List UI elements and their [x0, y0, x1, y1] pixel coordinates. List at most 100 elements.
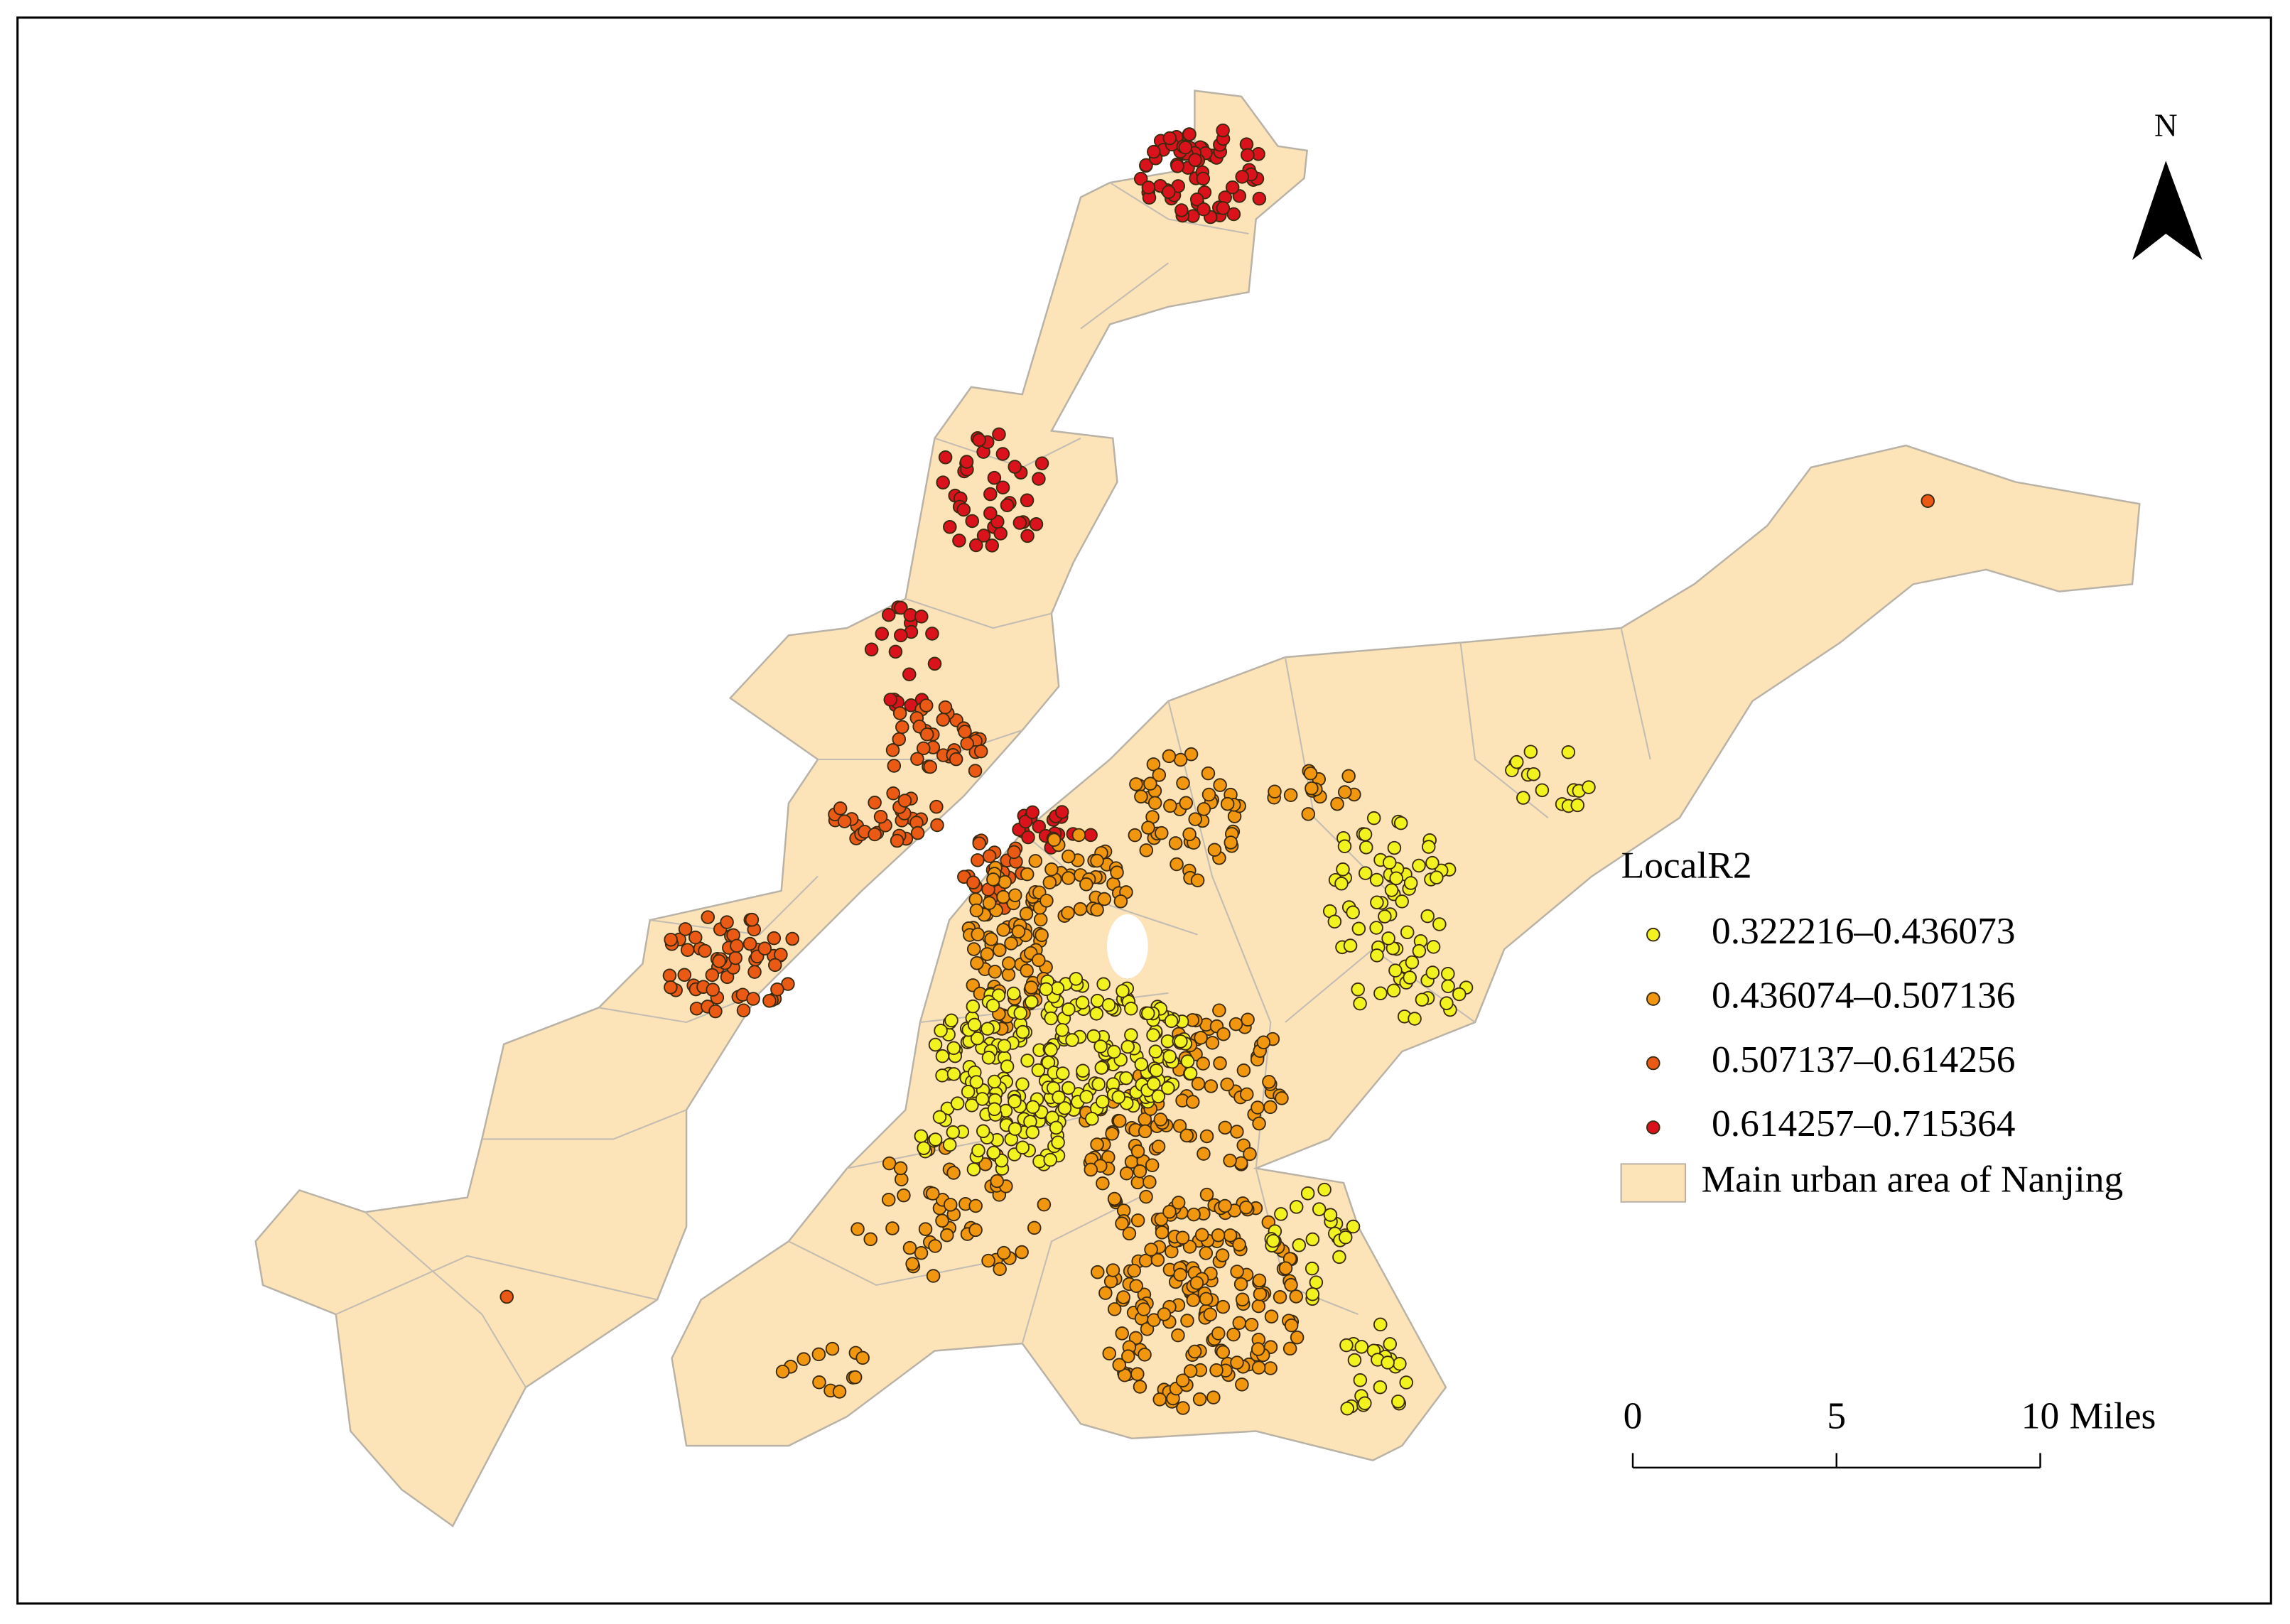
sample-point: [1218, 1198, 1232, 1213]
sample-point: [1174, 203, 1189, 217]
sample-point: [855, 1350, 870, 1365]
sample-point: [1019, 906, 1034, 921]
sample-point: [1312, 1202, 1327, 1216]
scale-unit: Miles: [2070, 1394, 2156, 1436]
sample-point: [905, 1257, 919, 1271]
sample-point: [1018, 814, 1033, 829]
sample-point: [919, 727, 934, 742]
sample-point: [1161, 1081, 1175, 1095]
sample-point: [1001, 968, 1016, 982]
sample-point: [960, 736, 974, 751]
sample-point: [996, 923, 1010, 937]
sample-point: [1178, 140, 1193, 155]
sample-point: [952, 534, 966, 548]
sample-point: [1263, 1100, 1278, 1115]
sample-point: [946, 1067, 961, 1081]
sample-point: [1032, 953, 1046, 968]
sample-point: [762, 994, 777, 1008]
sample-point: [767, 931, 782, 946]
sample-point: [868, 796, 882, 810]
sample-point: [1133, 171, 1148, 186]
sample-point: [894, 600, 908, 615]
sample-point: [1186, 1293, 1201, 1307]
sample-point: [949, 752, 963, 767]
sample-point: [1155, 825, 1169, 840]
sample-point: [785, 931, 799, 946]
sample-point: [992, 427, 1006, 442]
sample-point: [1426, 940, 1441, 954]
sample-point: [976, 529, 991, 543]
sample-point: [987, 1102, 1002, 1117]
sample-point: [956, 502, 971, 517]
sample-point: [1209, 1363, 1224, 1377]
sample-point: [973, 744, 988, 759]
sample-point: [1162, 1049, 1177, 1063]
sample-point: [1359, 840, 1373, 855]
sample-point: [1346, 905, 1360, 920]
sample-point: [1199, 1246, 1214, 1260]
sample-point: [1043, 1152, 1057, 1167]
sample-point: [1102, 1346, 1117, 1360]
lake: [1107, 914, 1148, 979]
sample-point: [935, 1068, 949, 1083]
sample-point: [1207, 843, 1222, 857]
sample-point: [1094, 1061, 1109, 1075]
sample-point: [1263, 1361, 1278, 1375]
sample-point: [1143, 776, 1157, 791]
sample-point: [938, 700, 953, 715]
sample-point: [1220, 1077, 1234, 1092]
sample-point: [1239, 1200, 1253, 1215]
sample-point: [1137, 1302, 1151, 1316]
sample-point: [1184, 747, 1199, 762]
sample-point: [1146, 1076, 1161, 1091]
sample-point: [811, 1347, 826, 1362]
sample-point: [1090, 902, 1104, 917]
sample-point: [1354, 1340, 1369, 1354]
sample-point: [919, 698, 934, 713]
sample-point: [742, 936, 757, 951]
sample-point: [1008, 888, 1022, 902]
sample-point: [1452, 987, 1467, 1002]
sample-point: [986, 872, 1000, 887]
sample-point: [938, 450, 953, 465]
sample-point: [1024, 980, 1039, 995]
sample-point: [1021, 830, 1035, 845]
sample-point: [1389, 871, 1403, 886]
sample-point: [983, 487, 998, 502]
sample-point: [1252, 191, 1267, 206]
sample-point: [882, 607, 896, 622]
sample-point: [890, 833, 904, 848]
sample-point: [1162, 749, 1177, 764]
sample-point: [935, 1213, 949, 1228]
sample-point: [1327, 914, 1342, 929]
sample-point: [1358, 866, 1373, 880]
sample-point: [774, 948, 788, 962]
sample-point: [1369, 921, 1383, 935]
sample-point: [1358, 827, 1373, 842]
sample-point: [1071, 828, 1086, 843]
sample-point: [1224, 835, 1238, 850]
sample-point: [1151, 1089, 1166, 1104]
sample-point: [1346, 1219, 1361, 1234]
sample-point: [1050, 981, 1065, 995]
sample-point: [1096, 977, 1111, 991]
sample-point: [1148, 1044, 1163, 1059]
sample-point: [1134, 1057, 1149, 1071]
sample-point: [1033, 912, 1048, 927]
sample-point: [972, 433, 986, 448]
sample-point: [1145, 1158, 1160, 1172]
sample-point: [1284, 1318, 1299, 1333]
sample-point: [936, 713, 951, 727]
legend-label: 0.507137–0.614256: [1712, 1038, 2016, 1081]
sample-point: [1266, 1233, 1280, 1248]
sample-point: [873, 810, 888, 824]
sample-point: [832, 1385, 847, 1399]
sample-point: [678, 922, 693, 936]
sample-point: [1025, 805, 1039, 820]
sample-point: [1233, 1277, 1248, 1292]
sample-point: [892, 732, 907, 747]
sample-point: [1042, 875, 1057, 890]
sample-point: [882, 1156, 897, 1171]
sample-point: [1047, 833, 1062, 847]
